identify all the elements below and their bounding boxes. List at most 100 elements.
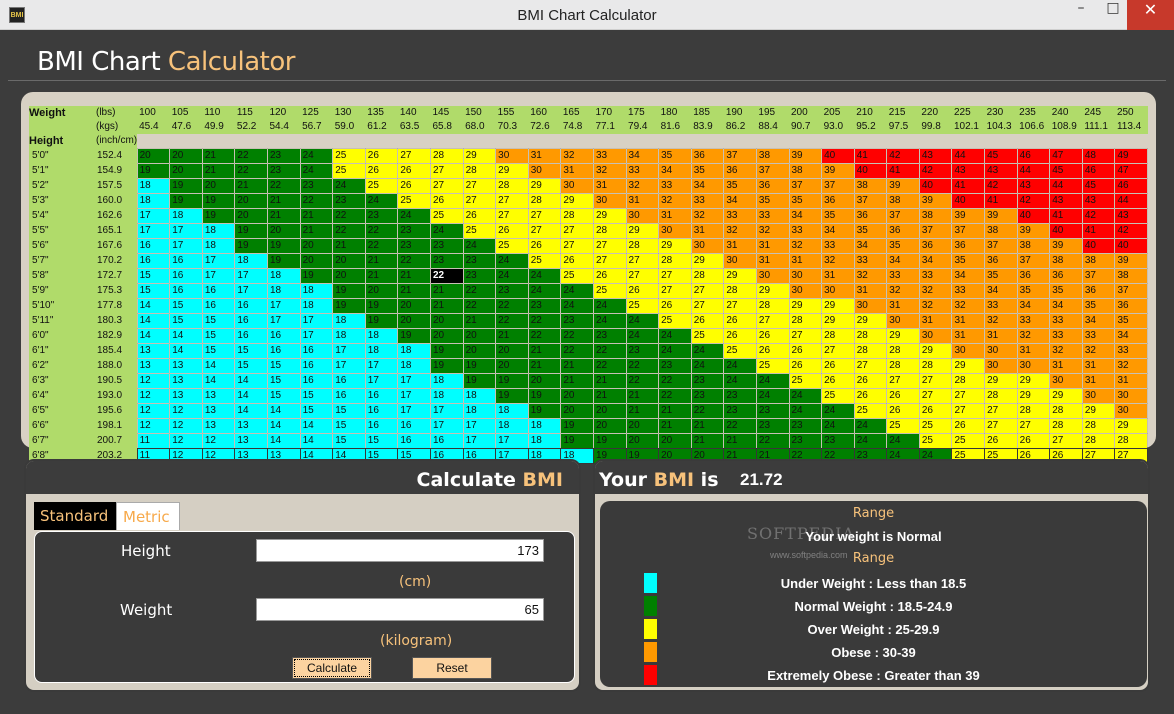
bmi-cell: 17 xyxy=(136,222,171,239)
bmi-cell: 14 xyxy=(299,432,334,449)
height-cm-cell: 182.9 xyxy=(94,328,138,343)
bmi-cell: 18 xyxy=(234,252,268,269)
height-input[interactable]: 173 xyxy=(256,539,544,562)
bmi-cell: 35 xyxy=(1114,312,1149,329)
bmi-cell: 36 xyxy=(1049,267,1083,284)
bmi-cell: 28 xyxy=(462,162,497,179)
reset-button[interactable]: Reset xyxy=(412,657,492,679)
weight-input[interactable]: 65 xyxy=(256,598,544,621)
header-blank xyxy=(463,134,496,148)
bmi-cell: 22 xyxy=(592,342,627,359)
bmi-cell: 39 xyxy=(821,162,855,179)
bmi-cell: 13 xyxy=(169,387,203,404)
bmi-cell: 34 xyxy=(658,162,692,179)
bmi-cell: 19 xyxy=(332,282,366,299)
bmi-cell: 19 xyxy=(364,297,399,314)
bmi-cell: 31 xyxy=(951,327,986,344)
result-panel: Your BMI is 21.72 Range SOFTPEDIA Your w… xyxy=(593,459,1150,692)
bmi-cell: 20 xyxy=(234,207,268,224)
bmi-cell: 14 xyxy=(136,297,171,314)
bmi-cell: 27 xyxy=(886,372,920,389)
kgs-header-cell: 70.3 xyxy=(495,120,529,134)
bmi-cell: 29 xyxy=(853,312,888,329)
bmi-cell: 27 xyxy=(527,222,562,239)
calculate-button[interactable]: Calculate xyxy=(292,657,372,679)
bmi-cell: 19 xyxy=(560,432,594,449)
softpedia-watermark: SOFTPEDIA xyxy=(747,524,855,543)
bmi-cell: 15 xyxy=(364,432,399,449)
height-inch-cell: 6'2" xyxy=(29,358,94,373)
minimize-icon[interactable]: – xyxy=(1077,0,1085,16)
height-inch-cell: 5'9" xyxy=(29,283,94,298)
bmi-cell: 32 xyxy=(755,222,790,239)
bmi-cell: 16 xyxy=(267,342,301,359)
height-cm-cell: 180.3 xyxy=(94,313,138,328)
bmi-cell: 17 xyxy=(136,207,171,224)
bmi-cell: 18 xyxy=(332,312,366,329)
close-icon[interactable]: ✕ xyxy=(1127,0,1174,30)
bmi-cell: 16 xyxy=(136,237,171,254)
bmi-cell: 21 xyxy=(267,192,301,209)
bmi-cell: 34 xyxy=(723,192,757,209)
bmi-cell: 42 xyxy=(918,162,953,179)
bmi-cell: 23 xyxy=(788,417,823,434)
bmi-cell: 37 xyxy=(1016,252,1051,269)
bmi-cell: 31 xyxy=(755,252,790,269)
tab-standard[interactable]: Standard xyxy=(34,502,116,530)
bmi-cell: 27 xyxy=(592,237,627,254)
bmi-cell: 24 xyxy=(886,432,920,449)
bmi-chart-table: Weight (lbs) 100 105 110 115 120 125 130 135 140 14… xyxy=(29,106,1149,464)
bmi-cell: 24 xyxy=(625,312,660,329)
bmi-cell: 29 xyxy=(951,357,986,374)
bmi-cell: 26 xyxy=(429,192,464,209)
bmi-cell: 12 xyxy=(136,402,171,419)
bmi-cell: 24 xyxy=(560,297,594,314)
bmi-cell: 37 xyxy=(1081,267,1116,284)
bmi-cell: 37 xyxy=(886,207,920,224)
maximize-icon[interactable]: □ xyxy=(1106,0,1120,16)
bmi-cell: 21 xyxy=(201,147,236,164)
bmi-cell: 26 xyxy=(658,297,692,314)
bmi-cell: 12 xyxy=(169,417,203,434)
bmi-cell: 38 xyxy=(886,192,920,209)
bmi-cell: 39 xyxy=(984,207,1018,224)
tab-metric[interactable]: Metric xyxy=(116,502,180,530)
bmi-cell: 28 xyxy=(984,387,1018,404)
header-blank xyxy=(365,134,398,148)
bmi-cell: 16 xyxy=(169,282,203,299)
bmi-cell: 22 xyxy=(527,312,562,329)
bmi-cell: 22 xyxy=(723,417,757,434)
bmi-cell: 25 xyxy=(918,432,953,449)
bmi-cell: 30 xyxy=(918,327,953,344)
legend-item: Normal Weight : 18.5-24.9 xyxy=(600,596,1147,616)
bmi-cell: 13 xyxy=(201,417,236,434)
bmi-cell: 28 xyxy=(592,222,627,239)
bmi-cell: 29 xyxy=(625,222,660,239)
bmi-cell: 14 xyxy=(169,342,203,359)
header-blank xyxy=(495,134,529,148)
bmi-cell: 21 xyxy=(299,207,334,224)
bmi-cell: 34 xyxy=(951,267,986,284)
bmi-cell: 23 xyxy=(495,282,529,299)
height-unit: (cm) xyxy=(399,574,432,590)
header-blank xyxy=(854,134,887,148)
bmi-cell: 27 xyxy=(1049,432,1083,449)
bmi-cell: 25 xyxy=(821,387,855,404)
bmi-cell: 41 xyxy=(886,162,920,179)
bmi-cell: 43 xyxy=(1049,192,1083,209)
lbs-header-cell: 160 xyxy=(528,106,561,120)
bmi-cell: 26 xyxy=(723,312,757,329)
bmi-cell: 30 xyxy=(723,252,757,269)
bmi-cell: 37 xyxy=(788,177,823,194)
bmi-cell: 30 xyxy=(788,282,823,299)
bmi-cell: 14 xyxy=(201,372,236,389)
bmi-cell: 28 xyxy=(527,192,562,209)
bmi-cell: 34 xyxy=(625,147,660,164)
bmi-cell: 18 xyxy=(429,387,464,404)
header-blank xyxy=(984,134,1018,148)
bmi-cell: 18 xyxy=(201,237,236,254)
bmi-cell: 36 xyxy=(1016,267,1051,284)
bmi-cell: 35 xyxy=(755,192,790,209)
bmi-cell: 20 xyxy=(429,327,464,344)
bmi-cell: 27 xyxy=(723,297,757,314)
